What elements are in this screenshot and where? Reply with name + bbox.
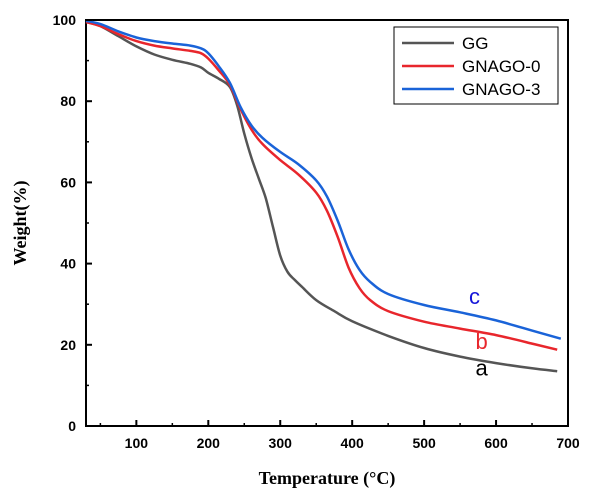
- series-line-gnago-3: [85, 19, 562, 340]
- x-tick-label: 100: [125, 435, 149, 451]
- x-axis-title: Temperature (°C): [259, 468, 396, 489]
- x-tick-label: 200: [197, 435, 221, 451]
- y-tick-label: 20: [60, 337, 76, 353]
- x-tick-label: 600: [484, 435, 508, 451]
- x-tick-label: 300: [269, 435, 293, 451]
- y-tick-label: 40: [60, 256, 76, 272]
- y-tick-label: 100: [53, 12, 77, 28]
- curve-annotation-a: a: [476, 355, 489, 380]
- y-tick-label: 60: [60, 174, 76, 190]
- axis-ticks: 100 200 300 400 500 600 700 0 20 40 60 80 100: [53, 12, 580, 451]
- curve-annotation-b: b: [476, 329, 488, 354]
- series-line-gg: [85, 20, 558, 373]
- y-tick-label: 0: [68, 418, 76, 434]
- legend-label-gnago-3: GNAGO-3: [462, 80, 540, 99]
- x-tick-label: 700: [556, 435, 580, 451]
- legend-label-gg: GG: [462, 34, 488, 53]
- curve-annotation-c: c: [469, 284, 480, 309]
- y-tick-label: 80: [60, 93, 76, 109]
- legend-label-gnago-0: GNAGO-0: [462, 57, 540, 76]
- curves: [85, 19, 562, 373]
- x-tick-label: 500: [412, 435, 436, 451]
- curve-annotations: cba: [469, 284, 489, 380]
- y-axis-title: Weight(%): [10, 181, 31, 266]
- x-tick-label: 400: [340, 435, 364, 451]
- series-line-gnago-0: [85, 20, 558, 351]
- legend: GG GNAGO-0 GNAGO-3: [393, 26, 559, 105]
